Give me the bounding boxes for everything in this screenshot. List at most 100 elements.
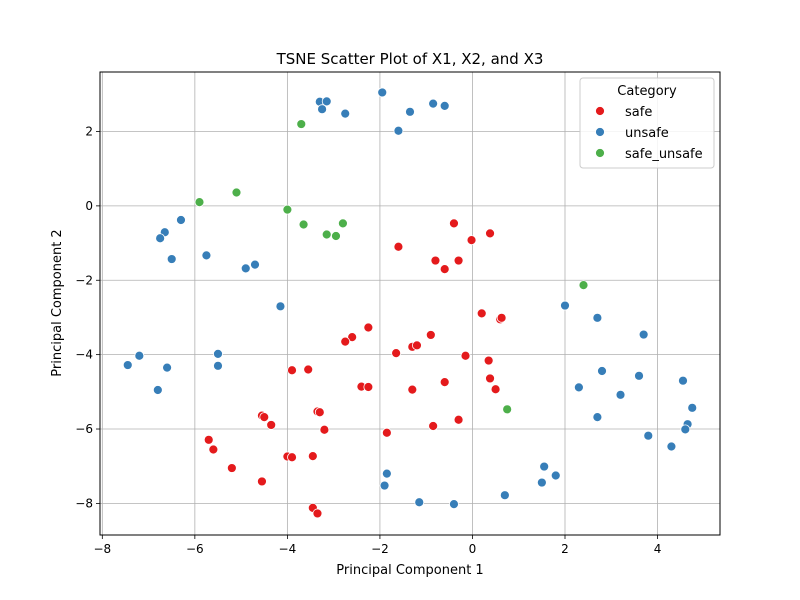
- point-safe: [391, 348, 402, 359]
- point-safe: [453, 255, 464, 266]
- point-unsafe: [155, 233, 166, 244]
- point-unsafe: [405, 106, 415, 117]
- point-safe: [466, 235, 477, 245]
- point-unsafe: [321, 96, 332, 107]
- point-safe: [203, 434, 214, 445]
- point-safe_unsafe: [578, 280, 589, 290]
- point-safe: [257, 476, 267, 487]
- point-unsafe: [275, 301, 286, 312]
- point-unsafe: [550, 470, 561, 481]
- point-safe_unsafe: [331, 231, 341, 241]
- point-unsafe: [152, 385, 163, 395]
- point-safe: [439, 264, 450, 275]
- point-safe_unsafe: [298, 219, 309, 230]
- legend-label-safe_unsafe: safe_unsafe: [625, 147, 703, 162]
- point-safe: [208, 444, 219, 455]
- y-tick-label: −8: [75, 496, 93, 510]
- point-safe: [428, 421, 439, 431]
- point-unsafe: [536, 477, 547, 488]
- point-unsafe: [638, 329, 649, 340]
- y-tick-label: −6: [75, 422, 93, 436]
- legend-marker-safe: [595, 106, 605, 116]
- point-safe_unsafe: [296, 119, 307, 129]
- point-unsafe: [439, 100, 450, 111]
- point-safe: [319, 424, 330, 435]
- x-tick-label: −4: [279, 542, 297, 556]
- point-safe: [453, 414, 464, 425]
- point-safe: [496, 312, 507, 323]
- data-points: [122, 87, 698, 519]
- plot-frame: [99, 71, 721, 536]
- point-unsafe: [240, 263, 251, 274]
- point-safe: [485, 373, 495, 384]
- legend-box: [579, 77, 715, 169]
- point-unsafe: [213, 360, 223, 371]
- point-safe: [381, 427, 392, 438]
- x-tick-label: −2: [371, 542, 389, 556]
- point-safe: [412, 340, 422, 351]
- point-unsafe: [449, 499, 459, 510]
- point-safe: [476, 308, 487, 319]
- point-safe: [485, 228, 495, 239]
- legend: Category safe unsafe safe_unsafe: [579, 77, 715, 169]
- y-tick-label: 0: [85, 199, 93, 213]
- legend-label-safe: safe: [625, 105, 652, 120]
- chart-title: TSNE Scatter Plot of X1, X2, and X3: [276, 50, 544, 68]
- point-unsafe: [250, 259, 260, 270]
- point-unsafe: [678, 375, 688, 386]
- point-unsafe: [340, 108, 351, 119]
- point-safe: [312, 508, 323, 519]
- point-safe: [303, 364, 314, 375]
- point-unsafe: [414, 497, 425, 508]
- point-unsafe: [201, 250, 212, 261]
- point-safe_unsafe: [502, 404, 513, 415]
- point-safe: [490, 384, 501, 395]
- point-unsafe: [666, 441, 677, 452]
- point-safe_unsafe: [282, 204, 293, 215]
- point-unsafe: [597, 366, 607, 376]
- point-safe_unsafe: [321, 229, 332, 240]
- point-unsafe: [560, 300, 570, 311]
- y-tick-label: −2: [75, 273, 93, 287]
- point-unsafe: [162, 362, 172, 373]
- point-unsafe: [539, 461, 550, 472]
- point-unsafe: [592, 312, 603, 323]
- point-unsafe: [499, 490, 510, 501]
- axis-ticks: −8 −6 −4 −2 0 2 4 −8 −6 −4 −2 0 2: [75, 125, 661, 556]
- point-safe: [439, 377, 450, 388]
- point-safe: [307, 451, 318, 462]
- point-safe: [363, 322, 374, 333]
- y-axis-title: Principal Component 2: [50, 229, 65, 376]
- point-safe: [460, 350, 471, 361]
- legend-entries: safe unsafe safe_unsafe: [595, 105, 703, 162]
- point-safe: [347, 332, 358, 343]
- point-safe: [430, 255, 441, 266]
- x-tick-label: 2: [561, 542, 569, 556]
- point-unsafe: [166, 254, 177, 264]
- point-unsafe: [379, 480, 390, 491]
- point-safe: [425, 330, 436, 340]
- point-unsafe: [615, 389, 626, 400]
- point-safe: [407, 384, 418, 395]
- point-safe: [266, 420, 277, 430]
- point-unsafe: [377, 87, 388, 98]
- x-tick-label: 4: [654, 542, 662, 556]
- point-safe: [314, 407, 325, 418]
- point-unsafe: [428, 98, 439, 109]
- y-tick-label: −4: [75, 348, 93, 362]
- point-unsafe: [573, 382, 584, 393]
- point-safe: [287, 452, 297, 463]
- point-safe: [393, 241, 404, 252]
- point-unsafe: [643, 430, 654, 441]
- x-tick-label: −8: [93, 542, 111, 556]
- point-safe: [449, 218, 459, 229]
- x-axis-title: Principal Component 1: [336, 563, 483, 578]
- point-safe: [226, 463, 237, 473]
- point-safe: [287, 365, 297, 376]
- point-unsafe: [134, 350, 145, 361]
- point-safe_unsafe: [194, 197, 205, 208]
- point-unsafe: [393, 125, 404, 136]
- point-unsafe: [634, 370, 644, 381]
- point-safe_unsafe: [231, 187, 242, 198]
